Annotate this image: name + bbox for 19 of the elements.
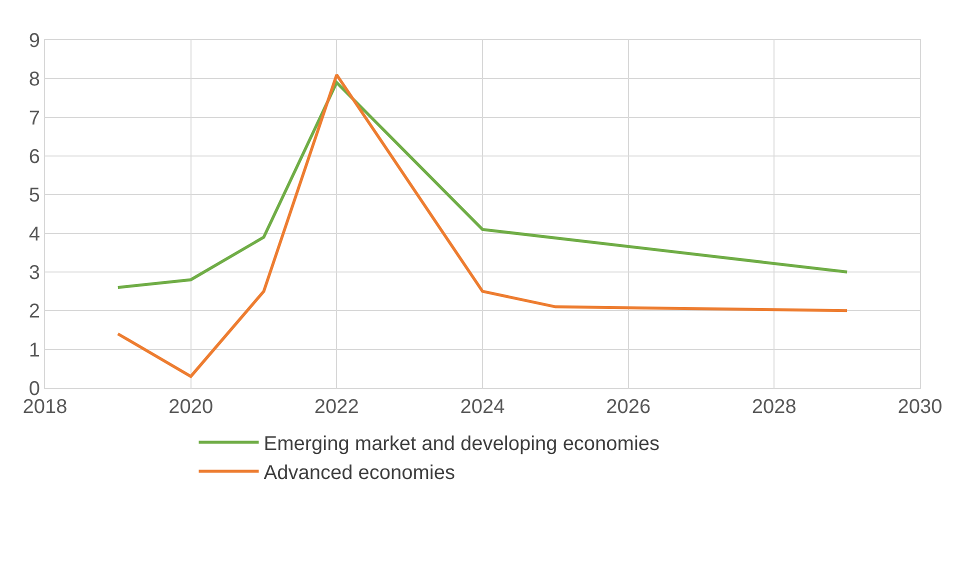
legend-label: Emerging market and developing economies bbox=[264, 433, 660, 456]
y-tick-label: 6 bbox=[28, 146, 40, 168]
x-tick-label: 2026 bbox=[606, 396, 651, 418]
line-series bbox=[116, 81, 849, 289]
x-tick-label: 2024 bbox=[460, 396, 505, 418]
legend-label: Advanced economies bbox=[264, 462, 455, 484]
y-tick-label: 9 bbox=[28, 30, 40, 52]
y-tick-label: 2 bbox=[28, 300, 40, 323]
x-tick-label: 2028 bbox=[752, 396, 796, 418]
y-tick-label: 5 bbox=[28, 184, 40, 207]
x-tick-label: 2030 bbox=[898, 396, 942, 418]
y-tick-label: 1 bbox=[28, 339, 40, 362]
y-tick-label: 3 bbox=[28, 262, 40, 284]
x-tick-label: 2022 bbox=[314, 396, 359, 418]
y-tick-label: 7 bbox=[28, 107, 40, 130]
x-tick-label: 2020 bbox=[168, 396, 214, 418]
y-tick-label: 8 bbox=[28, 68, 40, 91]
line-series bbox=[116, 73, 849, 378]
y-tick-label: 4 bbox=[28, 223, 40, 246]
